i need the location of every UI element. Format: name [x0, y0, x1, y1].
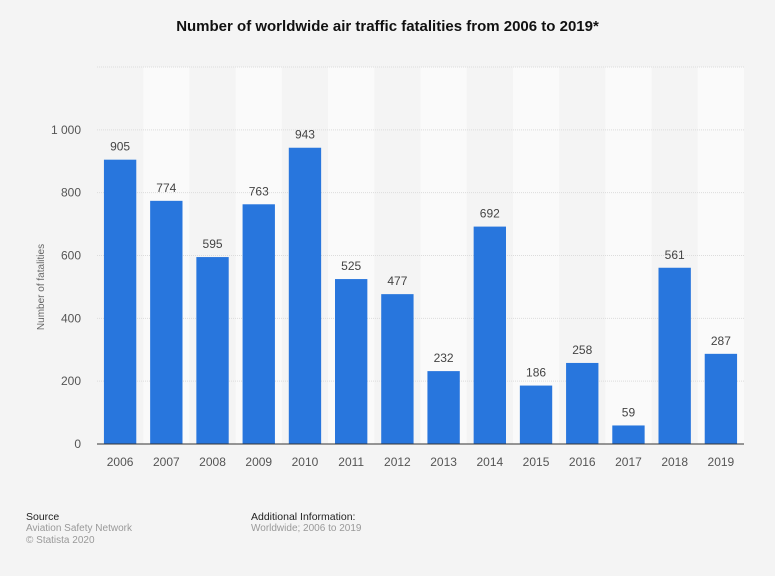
x-tick-label: 2012 [384, 455, 411, 469]
bar [150, 200, 183, 444]
bar [381, 294, 414, 444]
x-tick-label: 2011 [338, 455, 364, 469]
y-tick-label: 200 [61, 374, 81, 388]
data-label: 525 [341, 259, 361, 273]
data-label: 59 [622, 405, 636, 419]
y-tick-label: 400 [61, 311, 81, 325]
data-label: 232 [434, 351, 454, 365]
additional-info-block: Additional Information: Worldwide; 2006 … [251, 511, 361, 535]
x-tick-label: 2018 [661, 455, 688, 469]
x-axis-ticks: 2006 2007 2008 2009 2010 2011 2012 2013 2014 2015… [107, 455, 735, 469]
data-label: 477 [387, 274, 407, 288]
data-label: 186 [526, 366, 546, 380]
bar [103, 159, 137, 444]
x-tick-label: 2015 [523, 455, 550, 469]
x-tick-label: 2007 [153, 455, 180, 469]
background-band [605, 67, 652, 444]
x-tick-label: 2009 [245, 455, 272, 469]
y-tick-label: 1 000 [51, 123, 81, 137]
bar [519, 385, 553, 444]
data-label: 763 [249, 184, 269, 198]
bar [704, 353, 738, 444]
copyright: © Statista 2020 [26, 535, 95, 546]
bar [288, 147, 322, 444]
data-label: 287 [711, 334, 731, 348]
x-tick-label: 2013 [430, 455, 457, 469]
x-tick-label: 2017 [615, 455, 642, 469]
data-label: 595 [203, 237, 223, 251]
x-tick-label: 2019 [708, 455, 735, 469]
data-label: 905 [110, 140, 130, 154]
data-label: 258 [572, 343, 592, 357]
additional-info-heading: Additional Information: [251, 511, 356, 523]
y-tick-label: 600 [61, 249, 81, 263]
x-tick-label: 2008 [199, 455, 226, 469]
bar [612, 425, 645, 444]
bars [103, 147, 738, 444]
y-axis-label: Number of fatalities [36, 244, 47, 330]
x-tick-label: 2016 [569, 455, 596, 469]
data-label: 774 [156, 181, 176, 195]
x-tick-label: 2010 [292, 455, 319, 469]
y-tick-label: 800 [61, 186, 81, 200]
data-label: 692 [480, 207, 500, 221]
bar [566, 362, 599, 444]
y-axis-ticks: 0 200 400 600 800 1 000 [51, 123, 81, 451]
source-name: Aviation Safety Network [26, 523, 132, 534]
chart-title: Number of worldwide air traffic fataliti… [176, 18, 599, 35]
bar [242, 204, 275, 444]
data-label: 943 [295, 128, 315, 142]
source-block: Source Aviation Safety Network © Statist… [26, 511, 132, 547]
bar [658, 267, 691, 444]
data-labels: 905 774 595 763 943 525 477 232 692 186 258 59 561 28… [110, 128, 731, 420]
source-heading: Source [26, 511, 60, 523]
data-label: 561 [665, 248, 685, 262]
x-tick-label: 2006 [107, 455, 134, 469]
additional-info-text: Worldwide; 2006 to 2019 [251, 523, 362, 534]
bar [427, 371, 460, 444]
bar [196, 257, 229, 444]
y-tick-label: 0 [74, 437, 81, 451]
x-tick-label: 2014 [476, 455, 503, 469]
bar [335, 279, 368, 444]
bar [473, 226, 506, 444]
